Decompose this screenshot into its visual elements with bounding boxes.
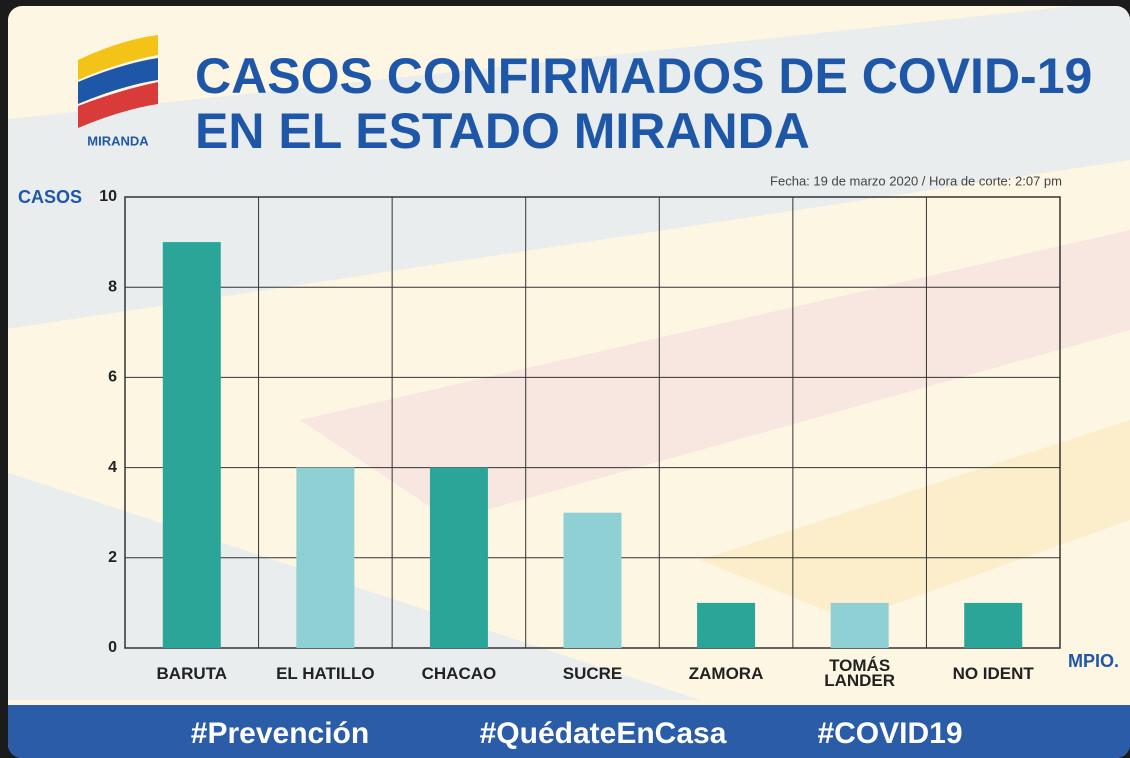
x-tick-label: BARUTA (156, 664, 228, 683)
bar (162, 242, 221, 648)
y-tick-label: 4 (108, 459, 117, 476)
bar (964, 602, 1023, 648)
bar (830, 602, 889, 648)
chart-title: CASOS CONFIRMADOS DE COVID-19 (195, 48, 1092, 104)
x-tick-label: ZAMORA (688, 664, 764, 683)
x-tick-label: SUCRE (562, 664, 623, 683)
y-axis-label: CASOS (18, 187, 82, 207)
logo-text: MIRANDA (87, 133, 149, 148)
y-tick-label: 8 (108, 278, 117, 295)
bar (296, 467, 355, 648)
y-tick-label: 0 (108, 639, 117, 656)
x-tick-label: NO IDENT (952, 664, 1034, 683)
x-tick-label: TOMÁS LANDER (824, 656, 896, 690)
chart-title: EN EL ESTADO MIRANDA (195, 103, 810, 159)
y-tick-label: 6 (108, 369, 117, 386)
x-tick-label: EL HATILLO (276, 664, 375, 683)
x-tick-label: CHACAO (421, 664, 497, 683)
footer-hashtag: #Prevención (191, 717, 369, 750)
chart-subtitle: Fecha: 19 de marzo 2020 / Hora de corte:… (770, 173, 1062, 188)
y-tick-label: 10 (99, 188, 117, 205)
logo: MIRANDA (78, 35, 158, 148)
y-tick-label: 2 (108, 549, 117, 566)
bar (429, 467, 488, 648)
bar (697, 602, 756, 648)
footer-hashtag: #COVID19 (817, 717, 962, 750)
bar (563, 512, 622, 648)
footer-hashtag: #QuédateEnCasa (480, 717, 727, 750)
x-axis-label: MPIO. (1068, 651, 1119, 671)
